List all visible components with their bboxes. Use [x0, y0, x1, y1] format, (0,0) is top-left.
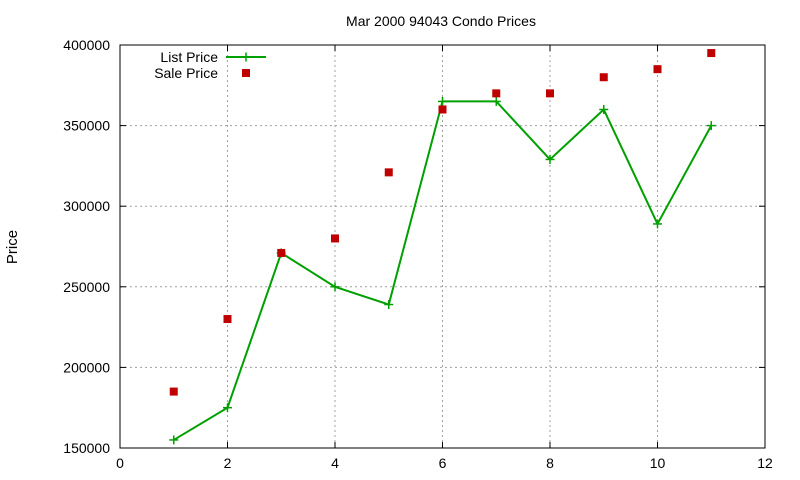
list-price-point	[438, 96, 447, 106]
list-price-point	[653, 219, 662, 229]
sale-price-point	[492, 89, 501, 98]
list-price-series	[169, 96, 716, 445]
legend-item-sale-price: Sale Price	[154, 65, 250, 81]
legend-cross-sample	[241, 52, 251, 62]
sale-price-point	[653, 65, 662, 74]
y-tick-label: 400000	[63, 37, 110, 53]
list-price-point	[706, 121, 716, 131]
chart-title: Mar 2000 94043 Condo Prices	[346, 13, 536, 29]
sale-price-point	[599, 73, 608, 82]
sale-price-point	[438, 105, 447, 114]
y-tick-label: 150000	[63, 440, 110, 456]
legend-label: List Price	[160, 49, 218, 65]
y-tick-label: 300000	[63, 198, 110, 214]
x-tick-label: 6	[439, 455, 447, 471]
list-price-point	[169, 435, 179, 445]
sale-price-point	[546, 89, 554, 98]
x-tick-label: 2	[224, 455, 232, 471]
x-tick-label: 12	[757, 455, 773, 471]
sale-price-point	[384, 168, 393, 177]
sale-price-point	[277, 248, 286, 257]
sale-price-point	[169, 387, 178, 396]
list-price-point	[384, 300, 394, 310]
list-price-point	[599, 104, 609, 114]
x-tick-label: 4	[331, 455, 339, 471]
x-tick-label: 0	[116, 455, 124, 471]
axis-layer: 0 2 4 6 8 10 12 150000 200000 250000 300000 350000 4…	[63, 37, 773, 471]
y-tick-label: 200000	[63, 359, 110, 375]
legend-item-list-price: List Price	[160, 49, 266, 65]
grid-layer	[120, 45, 765, 448]
series-layer	[169, 49, 716, 445]
list-price-point	[491, 96, 501, 106]
sale-price-point	[223, 315, 232, 324]
list-price-point	[330, 282, 340, 292]
y-tick-label: 350000	[63, 118, 110, 134]
list-price-point	[223, 403, 232, 413]
sale-price-series	[169, 49, 716, 396]
legend-label: Sale Price	[154, 65, 218, 81]
y-axis-label: Price	[4, 230, 21, 264]
legend-square-sample	[242, 69, 250, 77]
list-price-point	[545, 154, 555, 164]
sale-price-point	[331, 234, 339, 243]
y-tick-label: 250000	[63, 279, 110, 295]
sale-price-point	[707, 49, 716, 58]
x-tick-label: 10	[650, 455, 666, 471]
x-tick-label: 8	[546, 455, 554, 471]
